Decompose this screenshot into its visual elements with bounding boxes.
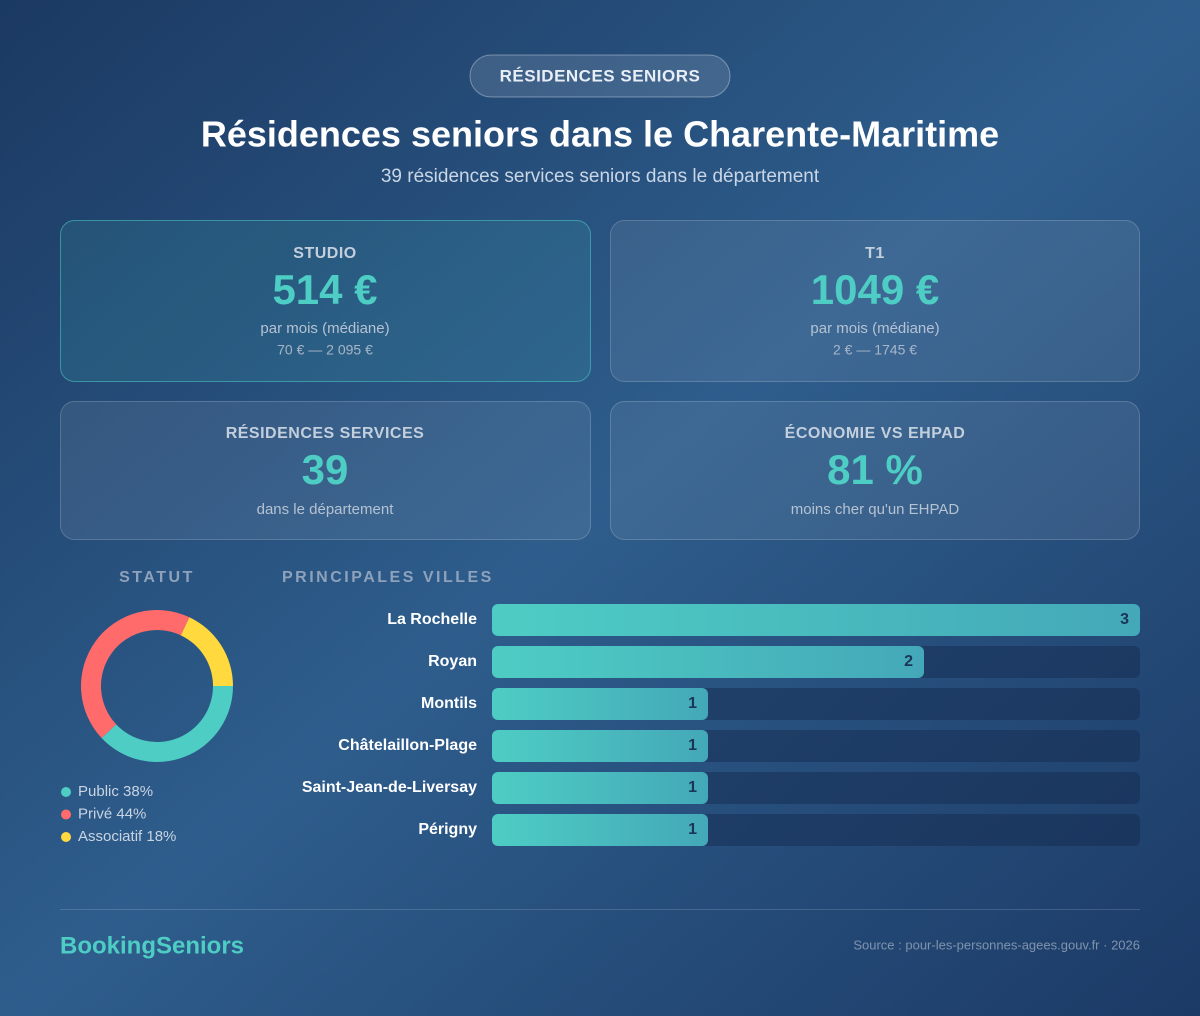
card	[610, 401, 1140, 540]
card-label: RÉSIDENCES SERVICES	[226, 423, 425, 442]
legend-value: 38%	[123, 783, 153, 800]
bar	[492, 646, 924, 678]
bar	[492, 814, 708, 846]
card-value: 81 %	[827, 446, 923, 493]
brand: BookingSeniors	[60, 932, 244, 959]
legend-value: 18%	[146, 828, 176, 845]
legend-entry: Public 38%	[78, 783, 153, 800]
card-value: 39	[302, 446, 349, 493]
pie-slice	[80, 610, 190, 739]
category-label: La Rochelle	[387, 611, 477, 628]
legend-label: Associatif	[78, 828, 143, 845]
card-range: 2 € — 1745 €	[833, 342, 917, 358]
card-note: par mois (médiane)	[260, 320, 389, 337]
value-label: 1	[688, 821, 697, 838]
badge-text: RÉSIDENCES SENIORS	[500, 66, 701, 85]
source: Source : pour-les-personnes-agees.gouv.f…	[853, 937, 1140, 952]
category-label: Montils	[421, 695, 477, 712]
bar	[492, 730, 708, 762]
card-note: par mois (médiane)	[810, 320, 939, 337]
category-label: Châtelaillon-Plage	[338, 737, 477, 754]
value-label: 1	[688, 737, 697, 754]
bar	[492, 604, 1140, 636]
category-label: Saint-Jean-de-Liversay	[302, 779, 477, 796]
card-note: dans le département	[257, 501, 395, 518]
card	[610, 220, 1140, 382]
legend-entry: Associatif 18%	[78, 828, 176, 845]
card-value: 514 €	[272, 266, 377, 313]
category-label: Périgny	[418, 821, 477, 838]
pie-slice	[101, 686, 233, 762]
legend-value: 44%	[116, 805, 146, 822]
value-label: 1	[688, 779, 697, 796]
card	[60, 220, 591, 382]
pie-slice	[180, 617, 233, 686]
card-label: ÉCONOMIE VS EHPAD	[785, 423, 966, 442]
bar	[492, 688, 708, 720]
card-label: STUDIO	[293, 245, 356, 262]
legend-label: Privé	[78, 805, 112, 822]
value-label: 1	[688, 695, 697, 712]
card-value: 1049 €	[811, 266, 939, 313]
section-title: PRINCIPALES VILLES	[282, 569, 494, 586]
category-label: Royan	[428, 653, 477, 670]
card-label: T1	[865, 245, 885, 262]
subtitle: 39 résidences services seniors dans le d…	[381, 166, 820, 187]
value-label: 3	[1120, 611, 1129, 628]
title: Résidences seniors dans le Charente-Mari…	[201, 114, 999, 155]
badge	[469, 54, 731, 98]
legend-label: Public	[78, 783, 119, 800]
legend-swatch	[61, 809, 71, 820]
card-range: 70 € — 2 095 €	[277, 342, 373, 358]
card	[60, 401, 591, 540]
legend-entry: Privé 44%	[78, 805, 146, 822]
legend-swatch	[61, 832, 71, 842]
bar	[492, 772, 708, 804]
legend-swatch	[61, 787, 71, 797]
section-title: STATUT	[119, 569, 195, 586]
card-note: moins cher qu'un EHPAD	[791, 501, 960, 518]
value-label: 2	[904, 653, 913, 670]
